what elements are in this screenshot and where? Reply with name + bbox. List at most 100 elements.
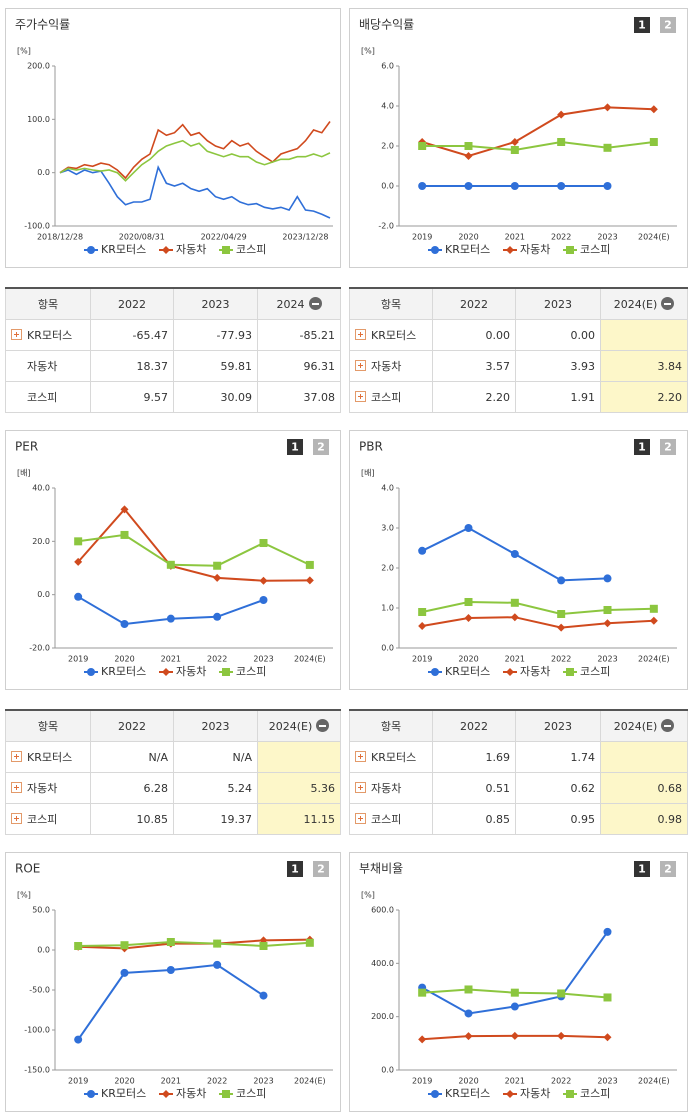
tab-button-label[interactable]: 2 [664, 19, 672, 32]
tab-button[interactable] [634, 861, 650, 877]
expand-icon[interactable] [355, 813, 366, 824]
y-tick-label: 2.0 [381, 564, 394, 573]
tab-button-label[interactable]: 2 [317, 441, 325, 454]
data-cell: 3.84 [600, 350, 688, 382]
expand-icon[interactable] [355, 782, 366, 793]
collapse-icon[interactable] [661, 719, 675, 732]
data-cell: 1.69 [432, 741, 516, 773]
header-text: 2022 [460, 297, 488, 311]
x-tick-label: 2019 [68, 1077, 88, 1086]
data-row: 자동차 0.51 0.62 0.68 [349, 772, 688, 804]
collapse-icon[interactable] [661, 297, 675, 310]
point [213, 612, 222, 621]
data-cell: 0.00 [515, 319, 601, 351]
tab-button-label[interactable]: 2 [664, 863, 672, 876]
tab-button[interactable] [660, 439, 676, 455]
legend-marker [431, 668, 439, 676]
point [120, 941, 129, 950]
y-tick-label: -100.0 [24, 1026, 50, 1035]
point [464, 614, 473, 622]
cell-text: 코스피 [27, 813, 58, 826]
tab-button-label[interactable]: 2 [317, 863, 325, 876]
x-tick-label: 2020 [114, 1077, 134, 1086]
tab-button-label[interactable]: 1 [638, 441, 646, 454]
point [649, 616, 658, 625]
y-tick-label: 0.0 [37, 168, 50, 177]
tab-button[interactable] [634, 17, 650, 33]
legend-marker [87, 668, 95, 676]
point [603, 927, 612, 936]
expand-icon[interactable] [355, 391, 366, 402]
tab-button[interactable] [313, 861, 329, 877]
point [166, 560, 175, 569]
data-row: KR모터스 1.69 1.74 [349, 741, 688, 773]
header-text: 2023 [201, 297, 230, 311]
point [603, 1033, 612, 1042]
data-row: 자동차 6.28 5.24 5.36 [5, 772, 341, 804]
data-cell: 10.85 [90, 803, 174, 835]
y-tick-label: 3.0 [381, 524, 394, 533]
header-text: 2024(E) [613, 720, 658, 733]
x-tick-label: 2021 [161, 655, 181, 664]
header-cell: 2024 [257, 287, 341, 320]
expand-icon[interactable] [11, 782, 22, 793]
x-tick-label: 2023 [597, 1077, 617, 1086]
x-tick-label: 2019 [412, 233, 432, 242]
tab-button[interactable] [287, 861, 303, 877]
data-cell: 96.31 [257, 350, 341, 382]
header-cell: 2022 [432, 287, 516, 320]
tab-button-label[interactable]: 1 [291, 863, 299, 876]
y-tick-label: 600.0 [371, 906, 394, 915]
point [259, 539, 268, 548]
y-tick-label: -20.0 [29, 644, 50, 653]
tab-button[interactable] [313, 439, 329, 455]
tab-button[interactable] [660, 17, 676, 33]
panel-title: 부채비율 [359, 862, 403, 876]
header-cell: 2024(E) [600, 709, 688, 742]
point [464, 182, 473, 190]
unit-label: [%] [361, 47, 375, 56]
cell-text: 코스피 [27, 391, 58, 404]
header-row: 항목 2022 2023 2024(E) [349, 709, 688, 742]
expand-icon[interactable] [355, 360, 366, 371]
cell-text: 59.81 [220, 359, 253, 373]
header-cell: 항목 [349, 287, 433, 320]
point [259, 596, 268, 604]
collapse-icon[interactable] [316, 719, 330, 732]
cell-text: 자동차 [27, 360, 58, 373]
header-cell: 2023 [515, 709, 601, 742]
tab-button[interactable] [287, 439, 303, 455]
expand-icon[interactable] [11, 329, 22, 340]
row-label: 자동차 [349, 772, 433, 804]
x-tick-label: 2020 [458, 233, 478, 242]
tab-button[interactable] [660, 861, 676, 877]
point [649, 105, 658, 114]
header-text: 2022 [460, 719, 488, 733]
expand-icon[interactable] [355, 751, 366, 762]
header-cell: 항목 [5, 287, 91, 320]
expand-icon[interactable] [11, 751, 22, 762]
x-tick-label: 2020/08/31 [119, 233, 165, 242]
header-text: 2024(E) [613, 298, 658, 311]
data-table: 항목 2022 2023 2024(E) KR모터스 N/A N/A 자동차 6.28 5.24 5… [5, 709, 341, 835]
legend-label: 자동차 [176, 1087, 206, 1100]
expand-icon[interactable] [355, 329, 366, 340]
x-tick-label: 2022 [207, 655, 227, 664]
collapse-icon[interactable] [308, 297, 322, 310]
tab-button-label[interactable]: 2 [664, 441, 672, 454]
tab-button[interactable] [634, 439, 650, 455]
cell-text: -65.47 [132, 328, 168, 342]
legend-label: KR모터스 [101, 243, 146, 256]
legend-label: KR모터스 [445, 665, 490, 678]
panel-title: PBR [359, 440, 383, 454]
tab-button-label[interactable]: 1 [638, 863, 646, 876]
tab-button-label[interactable]: 1 [638, 19, 646, 32]
cell-text: N/A [148, 750, 168, 764]
row-label: 코스피 [349, 803, 433, 835]
expand-icon[interactable] [11, 813, 22, 824]
point [464, 985, 473, 994]
tab-button-label[interactable]: 1 [291, 441, 299, 454]
cell-text: 코스피 [371, 813, 402, 826]
point [120, 620, 129, 628]
